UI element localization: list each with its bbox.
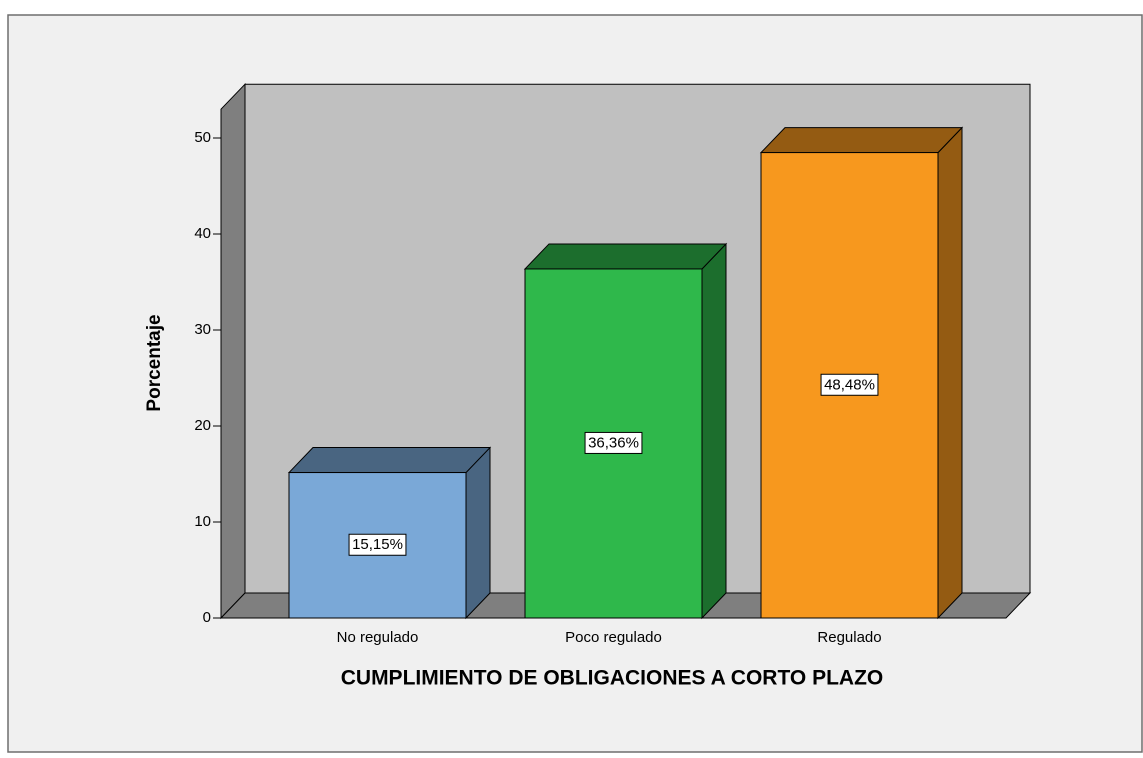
value-label-box bbox=[348, 533, 407, 556]
y-tick-label: 0 bbox=[203, 609, 211, 626]
x-axis-title: CUMPLIMIENTO DE OBLIGACIONES A CORTO PLA… bbox=[341, 667, 884, 690]
y-tick-label: 40 bbox=[194, 225, 211, 242]
y-axis-title: Porcentaje bbox=[144, 314, 165, 411]
value-label: 48,48% bbox=[824, 376, 875, 393]
left-wall bbox=[220, 82, 246, 620]
y-tick-label: 10 bbox=[194, 513, 211, 530]
y-tick-label: 20 bbox=[194, 417, 211, 434]
bar-side bbox=[701, 242, 727, 620]
plot-area: 0 10 20 30 40 50 15,15% No regulado 36,36% Poco r… bbox=[194, 82, 1032, 646]
x-tick-label: No regulado bbox=[337, 629, 419, 646]
x-tick-label: Regulado bbox=[817, 629, 881, 646]
x-tick-label: Poco regulado bbox=[565, 629, 662, 646]
bar-top bbox=[759, 127, 964, 154]
bar-top bbox=[287, 447, 492, 474]
y-tick-label: 50 bbox=[194, 129, 211, 146]
bar-top bbox=[523, 243, 728, 270]
value-label-box bbox=[820, 373, 879, 396]
bar-side bbox=[465, 446, 491, 620]
value-label: 15,15% bbox=[352, 536, 403, 553]
value-label-box bbox=[584, 431, 643, 454]
value-label: 36,36% bbox=[588, 434, 639, 451]
y-tick-label: 30 bbox=[194, 321, 211, 338]
bar-side bbox=[937, 126, 963, 620]
